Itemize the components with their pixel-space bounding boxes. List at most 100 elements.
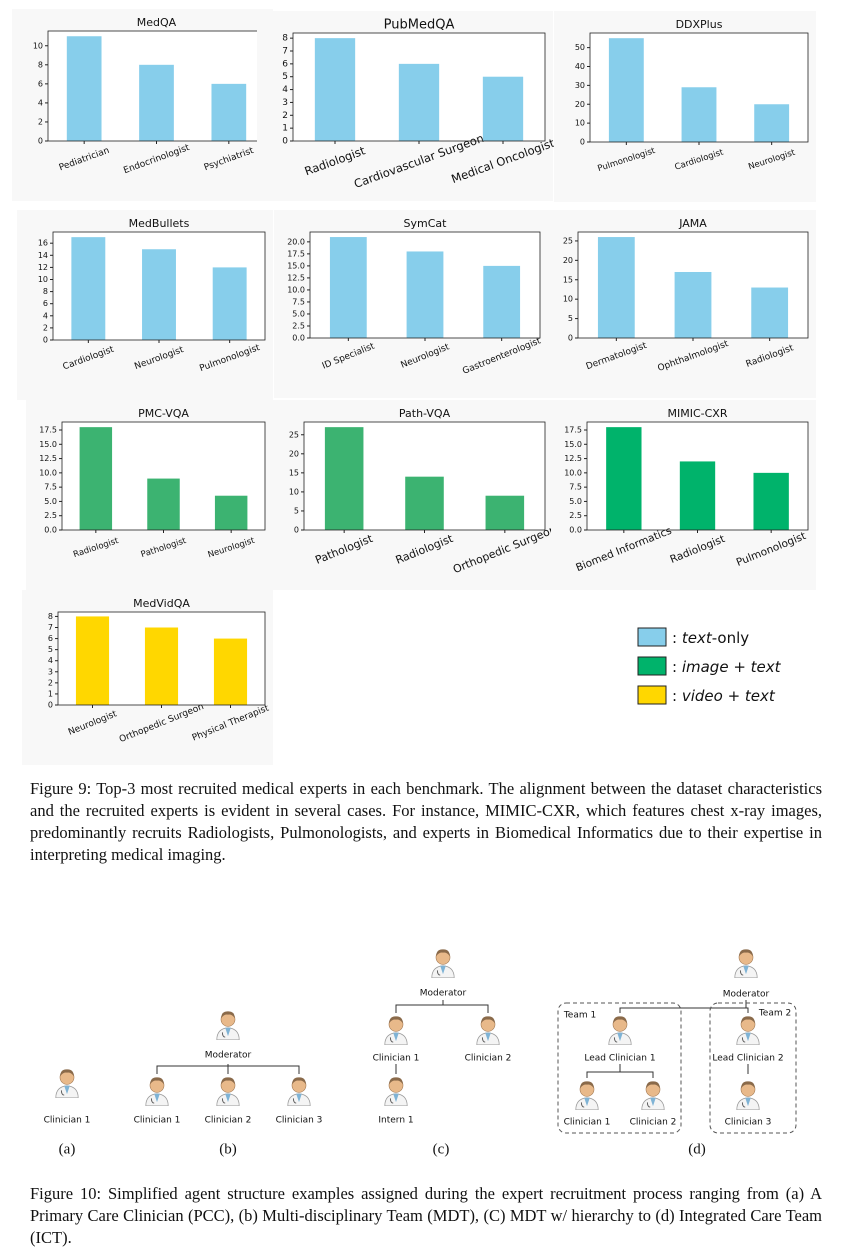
node-label: Clinician 1	[134, 1116, 181, 1126]
chart-title: MedQA	[137, 16, 177, 29]
y-tick-label: 17.5	[564, 426, 582, 435]
avatar	[736, 1080, 760, 1110]
connector	[395, 1000, 489, 1074]
legend-text: :	[672, 658, 682, 676]
y-tick-label: 2.5	[44, 511, 57, 520]
bar	[751, 287, 789, 338]
node-label: Lead Clinician 2	[712, 1054, 783, 1064]
y-tick-label: 5.0	[44, 497, 57, 506]
y-tick-label: 8	[48, 612, 53, 621]
y-tick-label: 2.5	[292, 321, 305, 330]
plot-frame	[303, 421, 546, 531]
avatar	[608, 1015, 632, 1045]
connector	[586, 1000, 749, 1078]
node-label: Clinician 2	[630, 1118, 677, 1128]
y-tick-label: 4	[48, 656, 53, 665]
plot-frame	[292, 32, 546, 142]
y-tick-label: 8	[38, 60, 43, 69]
y-tick-label: 10.0	[287, 285, 305, 294]
figure-caption: Figure 10: Simplified agent structure ex…	[30, 1184, 822, 1247]
chart-title: MedBullets	[129, 217, 190, 230]
chart-title: JAMA	[678, 217, 707, 230]
y-tick-label: 6	[38, 79, 43, 88]
plot-frame	[57, 611, 266, 706]
node-label: Clinician 1	[44, 1116, 91, 1126]
chart: MIMIC-CXR0.02.55.07.510.012.515.017.5Bio…	[551, 400, 816, 590]
y-tick-label: 2	[38, 117, 43, 126]
chart-title: Path-VQA	[399, 407, 451, 420]
y-tick-label: 15.0	[564, 440, 582, 449]
y-tick-label: 4	[38, 98, 43, 107]
bar	[75, 616, 110, 705]
bar	[679, 461, 716, 530]
y-tick-label: 7.5	[569, 483, 582, 492]
connectors	[156, 1000, 797, 1134]
bar	[608, 38, 644, 142]
y-tick-label: 25	[289, 430, 299, 439]
y-tick-label: 0	[294, 526, 299, 535]
chart: SymCat0.02.55.07.510.012.515.017.520.0ID…	[274, 210, 548, 398]
y-tick-label: 20	[289, 449, 299, 458]
avatars	[55, 948, 760, 1110]
panel-label: (d)	[688, 1141, 706, 1157]
node-label: Moderator	[205, 1051, 252, 1061]
y-tick-label: 4	[43, 311, 48, 320]
bar	[329, 237, 367, 338]
legend-swatch	[637, 627, 667, 647]
y-tick-label: 3	[282, 98, 288, 108]
chart-title: SymCat	[404, 217, 448, 230]
bar	[314, 38, 356, 142]
y-tick-label: 2	[282, 111, 288, 121]
avatar	[476, 1015, 500, 1045]
legend-text: -only	[712, 629, 750, 647]
y-tick-label: 15.0	[39, 440, 57, 449]
y-tick-label: 12.5	[39, 454, 57, 463]
avatar	[216, 1010, 240, 1040]
y-tick-label: 17.5	[287, 249, 305, 258]
avatar	[641, 1080, 665, 1110]
panel-label: (a)	[59, 1141, 76, 1157]
y-tick-label: 5.0	[569, 497, 582, 506]
y-tick-label: 8	[43, 287, 48, 296]
team-box	[709, 1002, 797, 1134]
y-tick-label: 20.0	[287, 237, 305, 246]
legend: : text-only : image + text : video + tex…	[637, 627, 782, 705]
panel-label: (b)	[219, 1141, 237, 1157]
y-tick-label: 0	[43, 336, 48, 345]
bar	[483, 265, 521, 338]
chart: PMC-VQA0.02.55.07.510.012.515.017.5Radio…	[26, 400, 273, 590]
panel-label: (c)	[433, 1141, 450, 1157]
node-label: Moderator	[420, 989, 467, 999]
y-tick-label: 12.5	[564, 454, 582, 463]
avatar	[145, 1076, 169, 1106]
bar	[144, 627, 179, 705]
bar	[398, 63, 440, 141]
bar	[324, 427, 364, 530]
y-tick-label: 2.5	[569, 511, 582, 520]
y-tick-label: 5	[282, 72, 288, 82]
bar	[674, 271, 712, 338]
y-tick-label: 5	[294, 506, 299, 515]
chart-title: MedVidQA	[133, 597, 190, 610]
y-tick-label: 10	[563, 295, 573, 304]
y-tick-label: 50	[575, 43, 585, 52]
legend-label: : text-only	[672, 629, 749, 647]
plot-frame	[577, 231, 809, 339]
y-tick-label: 14	[38, 251, 48, 260]
y-tick-label: 0	[282, 137, 288, 147]
bar	[754, 104, 790, 142]
legend-text: text	[682, 629, 713, 647]
bar	[597, 237, 635, 338]
connector	[156, 1064, 300, 1074]
team-label: Team 2	[758, 1009, 791, 1019]
y-tick-label: 0	[568, 334, 573, 343]
y-tick-label: 12	[38, 263, 48, 272]
bar	[212, 267, 247, 340]
y-tick-label: 7.5	[44, 483, 57, 492]
y-tick-label: 8	[282, 34, 288, 44]
agent-diagram: Clinician 1 Moderator Clinician 1 Clinic…	[44, 948, 797, 1157]
chart-title: MIMIC-CXR	[668, 407, 728, 420]
bar	[753, 472, 789, 530]
